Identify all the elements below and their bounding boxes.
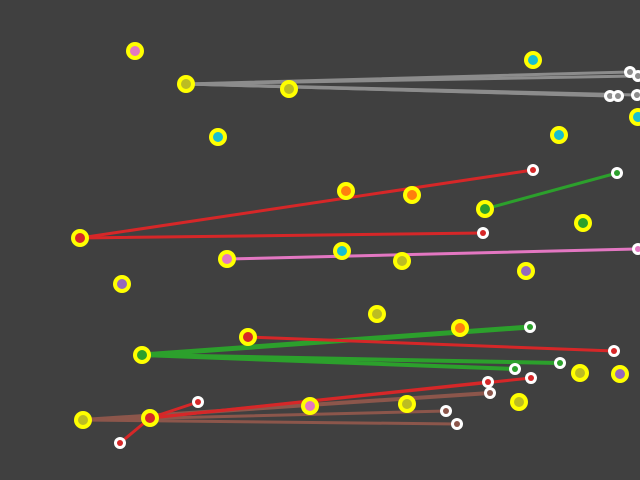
node-n07[interactable] xyxy=(629,108,640,126)
endpoint-dot-n21-2[interactable] xyxy=(554,357,566,369)
connection-line-n21-3 xyxy=(140,353,517,371)
endpoint-dot-n12-1[interactable] xyxy=(527,164,539,176)
endpoint-dot-n25-3[interactable] xyxy=(482,376,494,388)
node-n23[interactable] xyxy=(611,365,629,383)
endpoint-dot-n21-1[interactable] xyxy=(524,321,536,333)
node-n06[interactable] xyxy=(550,126,568,144)
node-n19[interactable] xyxy=(451,319,469,337)
connection-line-n12-1 xyxy=(78,168,535,240)
node-n10[interactable] xyxy=(476,200,494,218)
connection-line-n20-1 xyxy=(246,335,616,353)
node-n13[interactable] xyxy=(218,250,236,268)
endpoint-dot-n12-2[interactable] xyxy=(477,227,489,239)
connection-line-n02-2 xyxy=(184,74,640,86)
connection-line-n13-1 xyxy=(225,247,640,261)
endpoint-dot-n24-2[interactable] xyxy=(440,405,452,417)
node-n22[interactable] xyxy=(571,364,589,382)
node-n11[interactable] xyxy=(574,214,592,232)
node-n17[interactable] xyxy=(113,275,131,293)
connection-line-n10-1 xyxy=(483,171,619,211)
node-n14[interactable] xyxy=(333,242,351,260)
node-n28[interactable] xyxy=(510,393,528,411)
endpoint-dot-n25-1[interactable] xyxy=(192,396,204,408)
endpoint-dot-n02-4[interactable] xyxy=(612,90,624,102)
connection-lines xyxy=(78,70,640,445)
node-n05[interactable] xyxy=(209,128,227,146)
node-n24[interactable] xyxy=(74,411,92,429)
endpoint-dot-n24-3[interactable] xyxy=(451,418,463,430)
node-n18[interactable] xyxy=(368,305,386,323)
node-n27[interactable] xyxy=(398,395,416,413)
endpoint-dots xyxy=(114,66,640,449)
endpoint-dot-n25-4[interactable] xyxy=(525,372,537,384)
node-n04[interactable] xyxy=(524,51,542,69)
endpoint-dot-n02-5[interactable] xyxy=(631,89,640,101)
node-n21[interactable] xyxy=(133,346,151,364)
node-n01[interactable] xyxy=(126,42,144,60)
node-n26[interactable] xyxy=(301,397,319,415)
node-n25[interactable] xyxy=(141,409,159,427)
endpoint-dot-n13-1[interactable] xyxy=(632,243,640,255)
connection-line-n12-2 xyxy=(78,231,485,240)
node-n20[interactable] xyxy=(239,328,257,346)
endpoint-dot-n25-2[interactable] xyxy=(114,437,126,449)
node-n16[interactable] xyxy=(517,262,535,280)
node-n02[interactable] xyxy=(177,75,195,93)
node-n12[interactable] xyxy=(71,229,89,247)
node-n09[interactable] xyxy=(403,186,421,204)
color-nodes xyxy=(71,42,640,429)
connection-line-n02-5 xyxy=(184,82,639,97)
endpoint-dot-n20-1[interactable] xyxy=(608,345,620,357)
endpoint-dot-n24-1[interactable] xyxy=(484,387,496,399)
node-n15[interactable] xyxy=(393,252,411,270)
endpoint-dot-n10-1[interactable] xyxy=(611,167,623,179)
endpoint-dot-n02-2[interactable] xyxy=(632,70,640,82)
node-n08[interactable] xyxy=(337,182,355,200)
connection-line-n25-4 xyxy=(148,376,533,420)
endpoint-dot-n21-3[interactable] xyxy=(509,363,521,375)
node-n03[interactable] xyxy=(280,80,298,98)
